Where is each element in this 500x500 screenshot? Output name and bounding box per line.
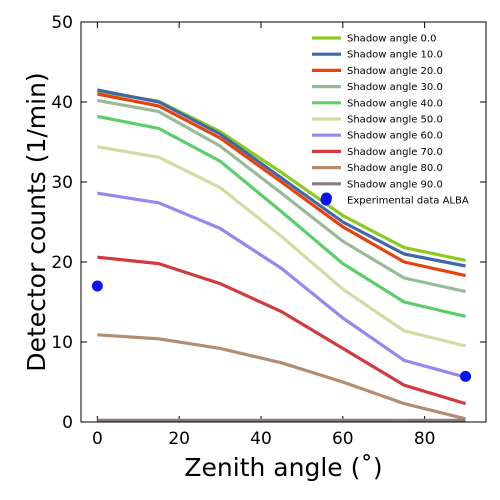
legend-marker <box>320 194 332 206</box>
series-line <box>97 114 466 318</box>
y-axis-label: Detector counts (1/min) <box>22 72 51 371</box>
y-tick-label: 20 <box>51 253 73 273</box>
legend-label: Shadow angle 20.0 <box>347 66 443 77</box>
series-line <box>97 145 466 348</box>
axis-ticks: 0 20 40 60 80 0 10 20 30 40 50 <box>51 13 486 449</box>
x-tick-label: 60 <box>332 429 354 449</box>
y-tick-label: 10 <box>51 333 73 353</box>
experimental-points <box>91 192 472 382</box>
data-point <box>460 370 472 382</box>
series-line <box>97 92 466 278</box>
y-tick-label: 0 <box>62 413 73 433</box>
x-tick-label: 80 <box>414 429 436 449</box>
legend-label: Shadow angle 30.0 <box>347 82 443 93</box>
series-lines <box>97 88 467 422</box>
legend-label: Shadow angle 10.0 <box>347 50 443 61</box>
series-line <box>97 88 466 268</box>
y-tick-label: 30 <box>51 173 73 193</box>
legend-label: Experimental data ALBA <box>347 196 469 207</box>
series-line <box>97 255 467 406</box>
legend-label: Shadow angle 40.0 <box>347 98 443 109</box>
series-line <box>97 98 466 294</box>
legend: Shadow angle 0.0 Shadow angle 10.0 Shadow … <box>312 34 469 207</box>
legend-label: Shadow angle 50.0 <box>347 115 443 126</box>
plot-frame <box>80 21 487 423</box>
y-tick-label: 40 <box>51 93 73 113</box>
legend-label: Shadow angle 80.0 <box>347 163 443 174</box>
x-axis-label: Zenith angle (˚) <box>184 453 382 482</box>
legend-label: Shadow angle 90.0 <box>347 179 443 190</box>
series-line <box>97 333 466 421</box>
series-line <box>97 191 466 379</box>
legend-label: Shadow angle 0.0 <box>347 34 436 45</box>
y-tick-label: 50 <box>51 13 73 33</box>
x-tick-label: 40 <box>250 429 272 449</box>
legend-label: Shadow angle 70.0 <box>347 147 443 158</box>
legend-label: Shadow angle 60.0 <box>347 131 443 142</box>
data-point <box>91 280 103 292</box>
x-tick-label: 0 <box>92 429 103 449</box>
x-tick-label: 20 <box>168 429 190 449</box>
